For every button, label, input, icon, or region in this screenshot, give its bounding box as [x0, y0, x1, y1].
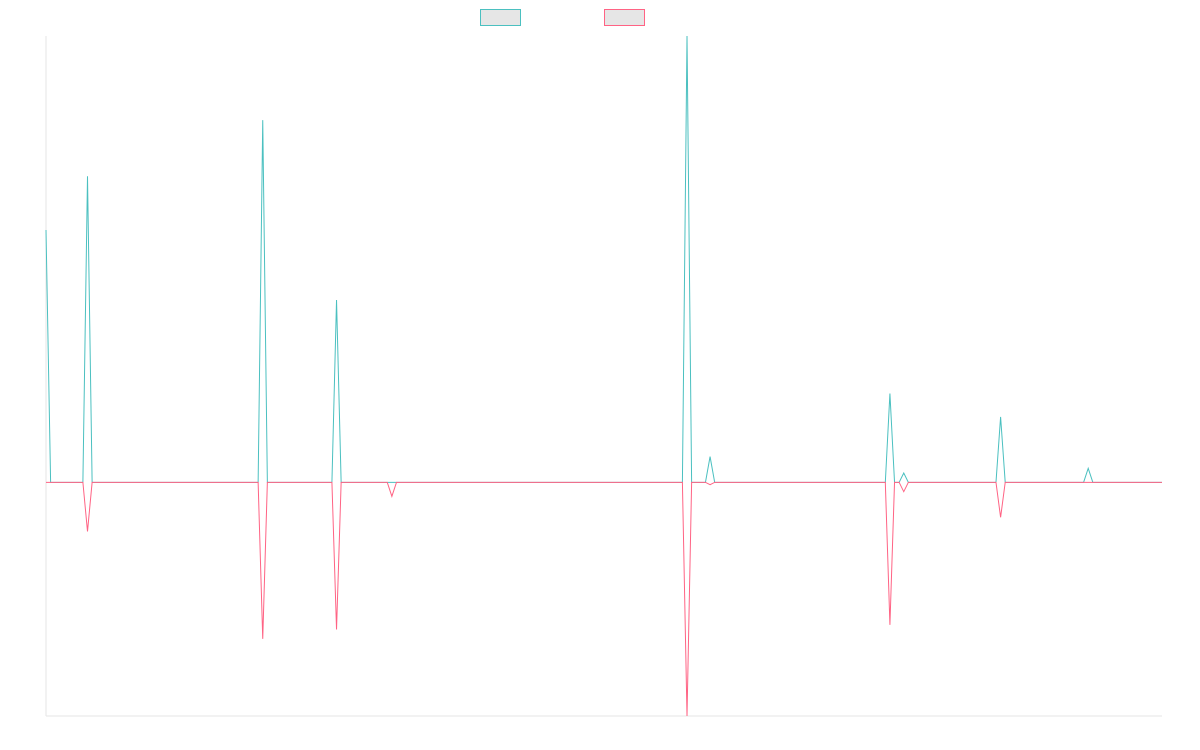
series-line-1: [46, 481, 1162, 717]
legend-item-0[interactable]: [480, 9, 521, 26]
series-layer: [45, 35, 1162, 717]
legend-swatch-0: [480, 9, 521, 26]
legend[interactable]: [480, 9, 645, 26]
series-line-0: [45, 35, 1162, 483]
legend-item-1[interactable]: [604, 9, 645, 26]
legend-swatch-1: [604, 9, 645, 26]
